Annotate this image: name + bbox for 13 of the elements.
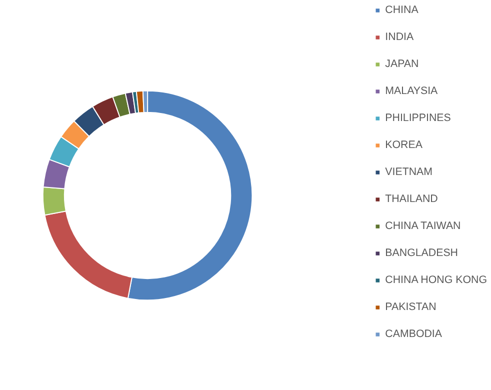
legend-label: MALAYSIA: [385, 85, 438, 97]
legend-label: JAPAN: [385, 58, 419, 70]
legend-label: INDIA: [385, 31, 414, 43]
legend-label: THAILAND: [385, 193, 438, 205]
legend-label: PHILIPPINES: [385, 112, 451, 124]
legend-label: KOREA: [385, 139, 422, 151]
legend-label: BANGLADESH: [385, 247, 458, 259]
legend-label: CHINA HONG KONG: [385, 274, 487, 286]
legend-label: PAKISTAN: [385, 301, 436, 313]
legend-label: CHINA TAIWAN: [385, 220, 461, 232]
legend-label: VIETNAM: [385, 166, 433, 178]
legend-label: CHINA: [385, 4, 418, 16]
legend-label: CAMBODIA: [385, 328, 442, 340]
